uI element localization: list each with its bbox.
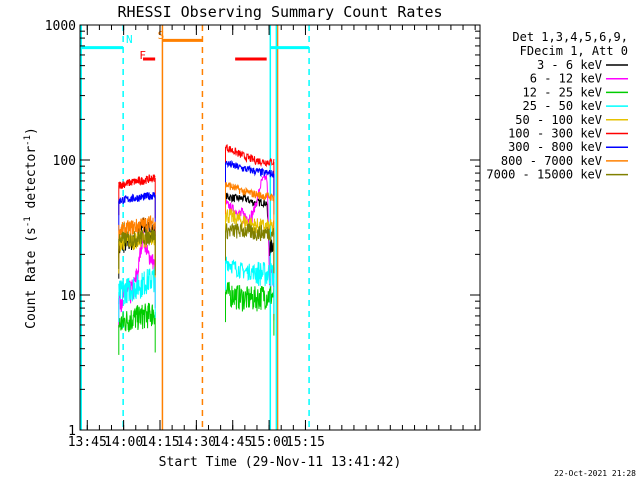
series-line [225,255,275,287]
x-tick-label: 15:00 [250,435,289,450]
x-tick-label: 14:30 [177,435,216,450]
x-tick-label: 14:15 [140,435,179,450]
legend-label: 6 - 12 keV [530,72,602,86]
x-tick-label: 15:15 [286,435,325,450]
y-tick-label: 100 [53,154,76,169]
legend-label: 25 - 50 keV [523,99,602,113]
y-axis-label: Count Rate (s-1 detector-1) [23,127,39,329]
legend-label: 12 - 25 keV [523,85,602,99]
legend-label: 3 - 6 keV [537,58,602,72]
flag-label: N [126,33,133,46]
series-line [118,266,156,305]
x-tick-label: 14:45 [213,435,252,450]
legend-label: 7000 - 15000 keV [486,168,602,182]
legend-label: 100 - 300 keV [508,127,602,141]
y-tick-label: 1000 [45,19,76,34]
series-line [225,208,275,235]
x-axis-label: Start Time (29-Nov-11 13:41:42) [159,455,402,470]
series-line [225,159,275,179]
legend-label: 300 - 800 keV [508,140,602,154]
y-tick-label: 10 [60,289,76,304]
series-line [225,281,275,312]
series-line [225,192,275,257]
legend-header-decimation: FDecim 1, Att 0 [520,44,628,58]
flag-label: F [139,49,146,62]
plot-frame [79,24,481,431]
series-line [225,181,275,202]
legend-label: 50 - 100 keV [515,113,602,127]
flag-label: S [158,29,165,42]
chart-title: RHESSI Observing Summary Count Rates [117,3,442,21]
series-line [118,192,156,205]
generated-timestamp: 22-Oct-2021 21:28 [554,469,636,478]
series-line [118,302,156,333]
legend-header-detectors: Det 1,3,4,5,6,9, [512,30,628,44]
x-tick-label: 14:00 [104,435,143,450]
series-line [225,222,275,242]
y-axis: 1 10 100 1000 [45,19,480,439]
series-line [118,228,156,248]
legend-label: 800 - 7000 keV [501,154,602,168]
y-tick-label: 1 [68,424,76,439]
flag-bars: N SF [80,29,310,62]
series-group [118,144,275,355]
x-tick-label: 13:45 [68,435,107,450]
series-line [225,144,275,168]
series-line [118,173,156,189]
